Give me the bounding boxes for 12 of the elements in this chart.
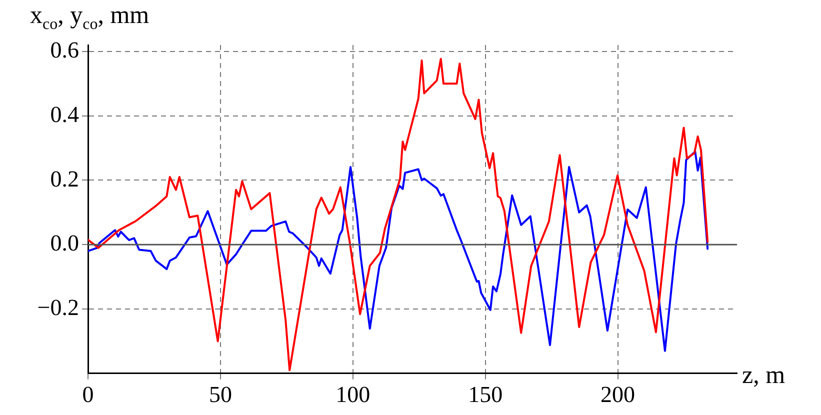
x-tick-label: 200 bbox=[600, 382, 636, 408]
y-tick-label: 0.0 bbox=[50, 230, 79, 256]
x-tick-label: 100 bbox=[336, 382, 370, 408]
y-tick-label: −0.2 bbox=[37, 295, 79, 320]
y-axis-title: x$_{co}$, y$_{co}$, mm bbox=[30, 2, 150, 34]
y-tick-label: 0.6 bbox=[50, 37, 79, 62]
y-tick-label: 0.2 bbox=[50, 166, 79, 192]
x-tick-label: 50 bbox=[208, 382, 232, 408]
x-axis-title: z, m bbox=[742, 362, 786, 390]
x-tick-label: 0 bbox=[82, 382, 94, 408]
x-tick-label: 150 bbox=[468, 382, 503, 408]
y-tick-label: 0.4 bbox=[50, 102, 80, 127]
